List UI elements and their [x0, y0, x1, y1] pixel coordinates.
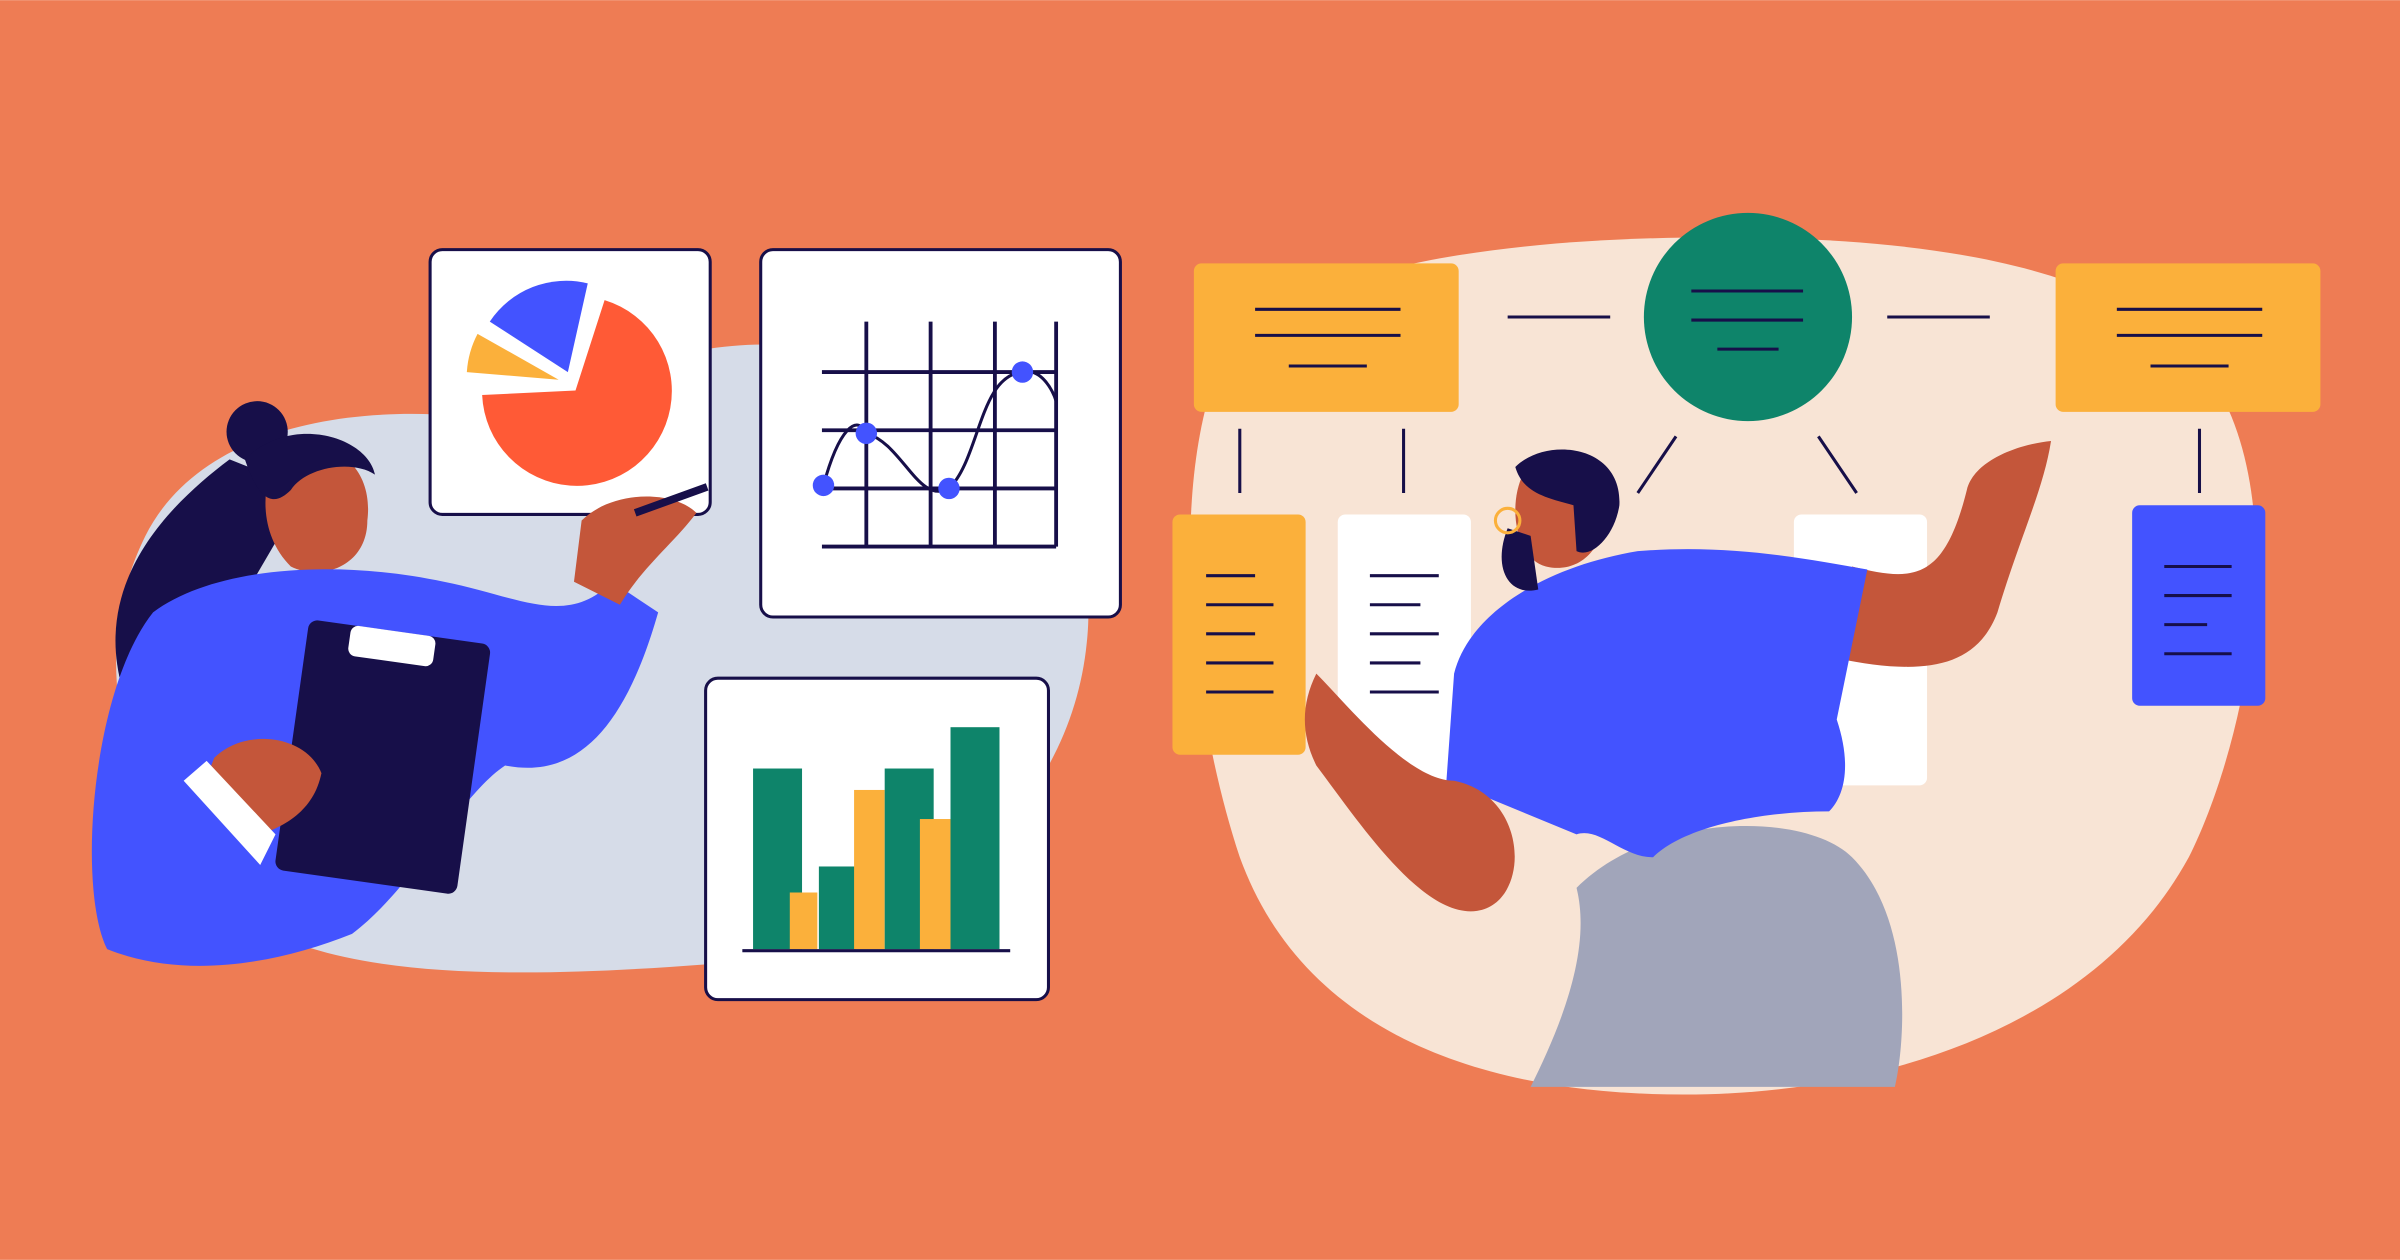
woman-pointing: [1304, 440, 2052, 1087]
line-chart-card: [759, 248, 1122, 619]
bar-chart-card: [704, 676, 1050, 1002]
woman-with-clipboard: [91, 401, 709, 966]
pie-slice-blue: [489, 280, 588, 373]
clipboard-clip: [348, 625, 436, 667]
pie-slice-yellow: [466, 333, 559, 380]
pie-chart-card: [428, 248, 712, 516]
pie-slice-red: [482, 300, 672, 486]
clipboard: [275, 620, 491, 894]
